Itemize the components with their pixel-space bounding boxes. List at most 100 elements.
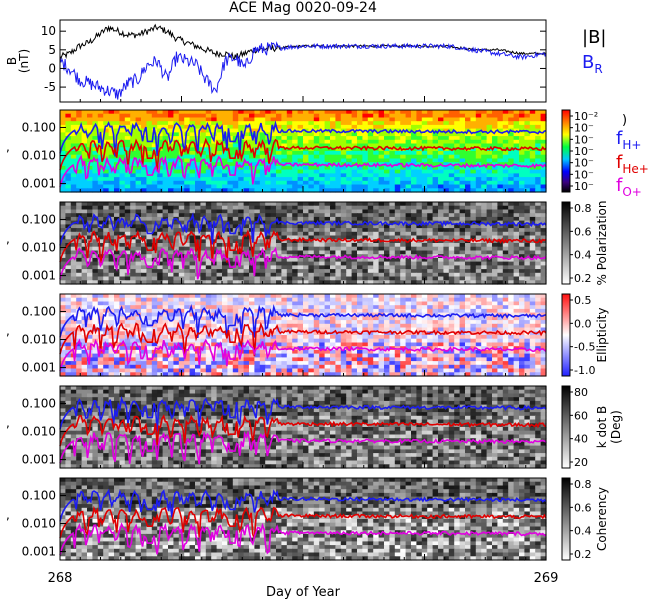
heatmap-cell bbox=[254, 202, 261, 207]
heatmap-cell bbox=[211, 312, 218, 317]
heatmap-cell bbox=[508, 151, 515, 156]
heatmap-cell bbox=[540, 316, 547, 321]
heatmap-cell bbox=[157, 301, 164, 306]
heatmap-cell bbox=[519, 136, 525, 141]
heatmap-cell bbox=[340, 177, 347, 182]
heatmap-cell bbox=[454, 180, 461, 186]
heatmap-cell bbox=[81, 139, 88, 145]
heatmap-cell bbox=[141, 162, 147, 167]
heatmap-cell bbox=[276, 110, 282, 115]
heatmap-cell bbox=[405, 224, 412, 229]
heatmap-cell bbox=[416, 180, 423, 186]
heatmap-cell bbox=[270, 261, 277, 266]
heatmap-cell bbox=[65, 110, 72, 115]
heatmap-cell bbox=[146, 250, 153, 255]
heatmap-cell bbox=[87, 243, 93, 248]
heatmap-cell bbox=[178, 308, 185, 314]
heatmap-cell bbox=[540, 188, 547, 193]
heatmap-cell bbox=[254, 327, 261, 332]
heatmap-cell bbox=[492, 180, 498, 186]
heatmap-cell bbox=[65, 147, 72, 152]
heatmap-cell bbox=[475, 269, 482, 274]
heatmap-cell bbox=[438, 228, 444, 233]
heatmap-cell bbox=[238, 209, 245, 214]
heatmap-cell bbox=[427, 301, 434, 306]
heatmap-cell bbox=[492, 272, 498, 278]
heatmap-cell bbox=[508, 213, 515, 218]
heatmap-cell bbox=[335, 261, 342, 266]
heatmap-cell bbox=[292, 132, 299, 137]
heatmap-cell bbox=[276, 180, 282, 186]
heatmap-cell bbox=[232, 224, 239, 229]
heatmap-cell bbox=[384, 143, 390, 148]
heatmap-cell bbox=[119, 158, 126, 163]
heatmap-cell bbox=[411, 272, 417, 278]
heatmap-cell bbox=[141, 169, 147, 174]
colorbar-label: ) bbox=[622, 113, 627, 128]
heatmap-cell bbox=[324, 327, 331, 332]
heatmap-cell bbox=[135, 216, 142, 222]
heatmap-cell bbox=[276, 231, 282, 237]
heatmap-cell bbox=[70, 224, 77, 229]
heatmap-cell bbox=[411, 254, 417, 259]
heatmap-cell bbox=[151, 312, 158, 317]
heatmap-cell bbox=[292, 320, 299, 325]
heatmap-cell bbox=[508, 202, 515, 207]
heatmap-cell bbox=[357, 261, 363, 266]
heatmap-cell bbox=[448, 158, 455, 163]
heatmap-cell bbox=[465, 184, 471, 189]
heatmap-cell bbox=[65, 173, 72, 178]
heatmap-cell bbox=[103, 117, 110, 122]
heatmap-cell bbox=[216, 147, 223, 152]
heatmap-cell bbox=[508, 280, 515, 285]
heatmap-cell bbox=[351, 308, 358, 314]
heatmap-cell bbox=[243, 188, 250, 193]
heatmap-cell bbox=[513, 228, 520, 233]
heatmap-cell bbox=[114, 320, 120, 325]
heatmap-cell bbox=[492, 231, 498, 237]
heatmap-cell bbox=[308, 280, 315, 285]
heatmap-cell bbox=[65, 323, 72, 329]
heatmap-cell bbox=[286, 113, 293, 118]
heatmap-cell bbox=[313, 124, 320, 130]
heatmap-cell bbox=[216, 312, 223, 317]
heatmap-cell bbox=[135, 205, 142, 210]
heatmap-cell bbox=[459, 308, 466, 314]
heatmap-cell bbox=[357, 121, 363, 126]
heatmap-cell bbox=[70, 205, 77, 210]
heatmap-cell bbox=[265, 121, 272, 126]
heatmap-cell bbox=[281, 154, 288, 159]
heatmap-cell bbox=[292, 180, 299, 186]
heatmap-cell bbox=[119, 243, 126, 248]
heatmap-cell bbox=[270, 177, 277, 182]
heatmap-cell bbox=[524, 265, 531, 270]
heatmap-cell bbox=[205, 276, 212, 281]
heatmap-cell bbox=[411, 261, 417, 266]
heatmap-cell bbox=[286, 169, 293, 174]
heatmap-cell bbox=[227, 320, 234, 325]
heatmap-cell bbox=[211, 154, 218, 159]
heatmap-cell bbox=[173, 301, 180, 306]
heatmap-cell bbox=[535, 136, 542, 141]
heatmap-cell bbox=[97, 308, 104, 314]
heatmap-cell bbox=[286, 173, 293, 178]
heatmap-cell bbox=[351, 265, 358, 270]
heatmap-cell bbox=[205, 305, 212, 310]
heatmap-cell bbox=[286, 231, 293, 237]
heatmap-cell bbox=[330, 169, 336, 174]
heatmap-cell bbox=[200, 121, 207, 126]
heatmap-cell bbox=[108, 121, 115, 126]
heatmap-cell bbox=[519, 297, 525, 302]
heatmap-cell bbox=[330, 308, 336, 314]
heatmap-cell bbox=[103, 265, 110, 270]
heatmap-cell bbox=[481, 269, 488, 274]
heatmap-cell bbox=[270, 202, 277, 207]
heatmap-cell bbox=[108, 162, 115, 167]
heatmap-cell bbox=[502, 231, 509, 237]
heatmap-cell bbox=[470, 243, 477, 248]
heatmap-cell bbox=[141, 301, 147, 306]
heatmap-cell bbox=[448, 261, 455, 266]
heatmap-cell bbox=[222, 124, 228, 130]
heatmap-cell bbox=[508, 158, 515, 163]
heatmap-cell bbox=[346, 276, 353, 281]
